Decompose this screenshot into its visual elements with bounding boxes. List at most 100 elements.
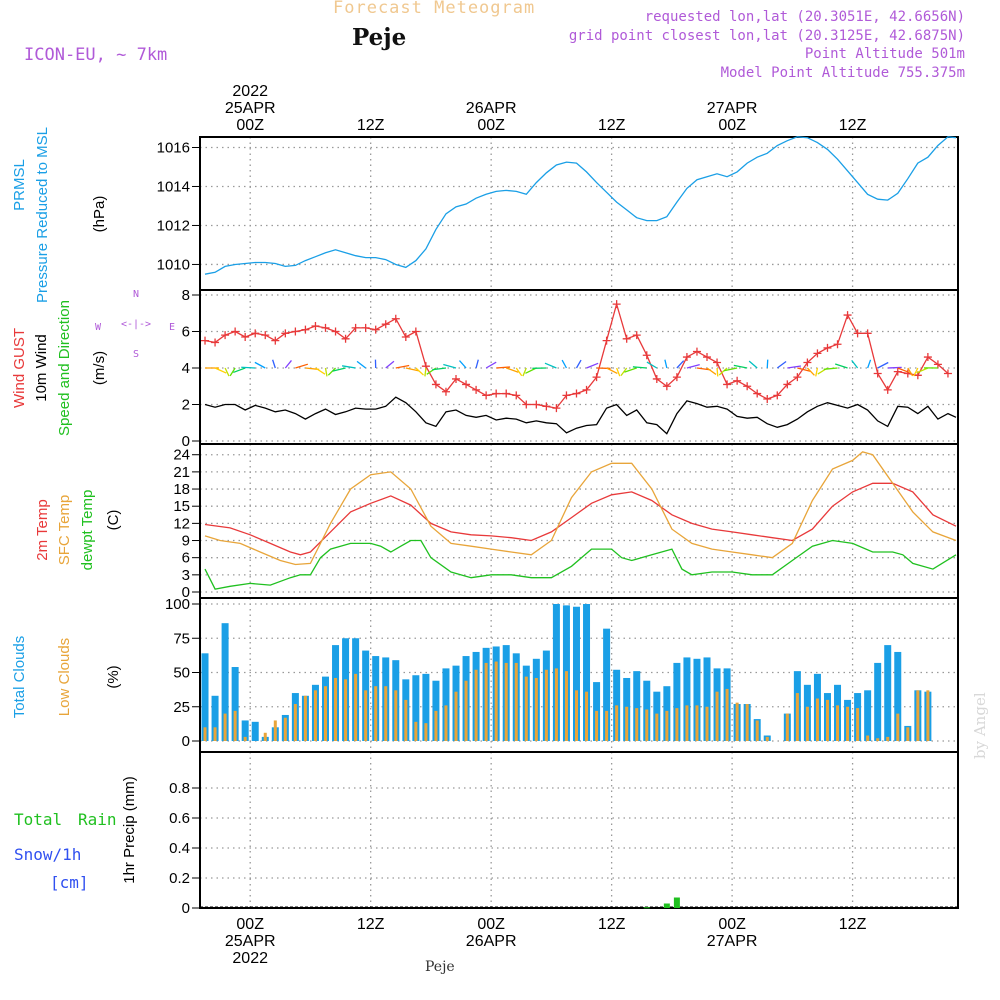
low-cloud-bar [434, 710, 438, 741]
total-cloud-bar [884, 645, 892, 741]
wind-arrow [797, 367, 811, 372]
y-tick-label: 0.8 [169, 780, 190, 797]
location-title: Peje [352, 24, 407, 51]
total-cloud-bar [241, 720, 249, 741]
wind-arrow [606, 367, 618, 374]
dewpt-label: dewpt Temp [79, 490, 96, 571]
gust-marker [311, 322, 320, 331]
wind-arrow [214, 367, 227, 374]
wind-arrow [405, 367, 420, 372]
low-cloud-bar [554, 668, 558, 741]
wind-arrow [395, 364, 410, 369]
low-cloud-bar [615, 705, 619, 741]
pressure-label-1: PRMSL [11, 159, 28, 211]
wind-arrow [718, 367, 728, 376]
low-cloud-bar [836, 705, 840, 741]
low-cloud-bar [544, 669, 548, 741]
total-cloud-bar [894, 651, 902, 741]
low-cloud-bar [665, 710, 669, 741]
y-tick-label: 75 [173, 630, 190, 647]
sfctemp-label: SFC Temp [56, 495, 73, 566]
panel-wind: 0 2 4 6 8 [182, 287, 959, 450]
wind-arrow [586, 362, 599, 369]
y-tick-label: 25 [173, 699, 190, 716]
time-label-bottom: 12Z [357, 916, 385, 933]
low-cloud-bar [564, 671, 568, 741]
total-cloud-bar [693, 658, 701, 741]
clouds-unit: (%) [105, 665, 122, 688]
gust-marker [933, 360, 942, 369]
wind-arrow [897, 367, 910, 374]
series-line [204, 482, 957, 556]
time-label-top: 12Z [598, 117, 626, 134]
total-cloud-bar [603, 628, 611, 741]
gust-marker [692, 347, 701, 356]
wind-arrow [686, 363, 700, 369]
wind-arrow [505, 367, 519, 373]
gust-marker [221, 331, 230, 340]
low-cloud-bar [394, 690, 398, 741]
low-cloud-bar [705, 706, 709, 741]
y-tick-label: 1010 [157, 256, 190, 273]
wind-arrow [806, 367, 815, 376]
wind-arrow [458, 360, 467, 369]
gust-marker [743, 382, 752, 391]
wind-arrow [315, 367, 326, 375]
gust-marker [331, 327, 340, 336]
wind-arrow [887, 366, 902, 369]
gust-marker [803, 358, 812, 367]
gust-marker [341, 334, 350, 343]
wind-arrow [496, 366, 511, 369]
gust-marker [381, 320, 390, 329]
low-cloud-bar [675, 708, 679, 741]
wind-arrow [676, 360, 685, 369]
low-cloud-bar [273, 720, 277, 741]
gust-marker [351, 323, 360, 332]
gust-marker [411, 327, 420, 336]
low-cloud-bar [494, 661, 498, 741]
gust-marker [883, 385, 892, 394]
wind-arrow [284, 360, 292, 369]
time-label-top: 26APR [466, 100, 517, 117]
low-cloud-bar [293, 704, 297, 741]
time-label-top: 27APR [707, 100, 758, 117]
low-cloud-bar [926, 690, 930, 741]
time-label-bottom: 12Z [598, 916, 626, 933]
panel-pressure: 1010 1012 1014 1016 [157, 136, 959, 291]
low-cloud-bar [896, 713, 900, 741]
total-cloud-bar [221, 623, 229, 741]
gust-marker [431, 380, 440, 389]
series-line [204, 396, 957, 435]
wind-arrow [544, 362, 557, 369]
gust-marker [201, 336, 210, 345]
wind-arrow [385, 360, 395, 369]
total-cloud-bar [864, 690, 872, 741]
y-tick-label: 9 [182, 533, 190, 550]
low-cloud-bar [384, 686, 388, 741]
panel-precip: 0 0.2 0.4 0.6 0.8 [169, 751, 959, 917]
time-label-bottom: 27APR [707, 933, 758, 950]
low-cloud-bar [785, 713, 789, 741]
gust-marker [943, 369, 952, 378]
gust-marker [773, 391, 782, 400]
model-altitude: Model Point Altitude 755.375m [720, 65, 965, 81]
gust-marker [532, 400, 541, 409]
gust-marker [472, 385, 481, 394]
wind-arrow [624, 367, 637, 373]
total-cloud-bar [442, 668, 450, 741]
gust-marker [552, 404, 561, 413]
low-cloud-bar [323, 686, 327, 741]
time-label-top: 12Z [839, 117, 867, 134]
wind-arrow [646, 361, 658, 369]
low-cloud-bar [344, 679, 348, 741]
gust-marker [582, 385, 591, 394]
precip-snow-label: Snow/1h [14, 845, 81, 864]
low-cloud-bar [474, 669, 478, 741]
total-cloud-bar [874, 662, 882, 741]
wind-arrow [632, 366, 647, 369]
wind-arrow [748, 360, 758, 369]
low-cloud-bar [735, 702, 739, 741]
wind-unit: (m/s) [91, 351, 108, 385]
gust-marker [281, 329, 290, 338]
